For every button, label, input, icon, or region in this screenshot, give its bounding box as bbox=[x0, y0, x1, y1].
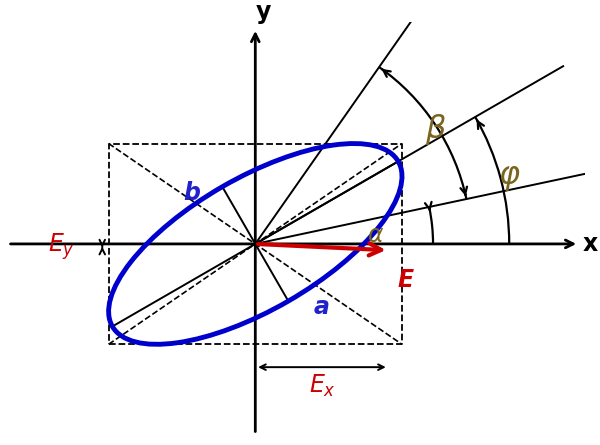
Text: E: E bbox=[397, 268, 413, 292]
Text: $E_y$: $E_y$ bbox=[48, 232, 75, 263]
Text: x: x bbox=[583, 232, 598, 256]
Text: $\alpha$: $\alpha$ bbox=[367, 223, 385, 247]
Text: a: a bbox=[313, 295, 329, 320]
Text: $\varphi$: $\varphi$ bbox=[498, 162, 521, 194]
Text: y: y bbox=[255, 0, 271, 24]
Text: b: b bbox=[184, 181, 200, 205]
Text: $\beta$: $\beta$ bbox=[425, 112, 446, 147]
Text: $E_x$: $E_x$ bbox=[308, 373, 335, 399]
